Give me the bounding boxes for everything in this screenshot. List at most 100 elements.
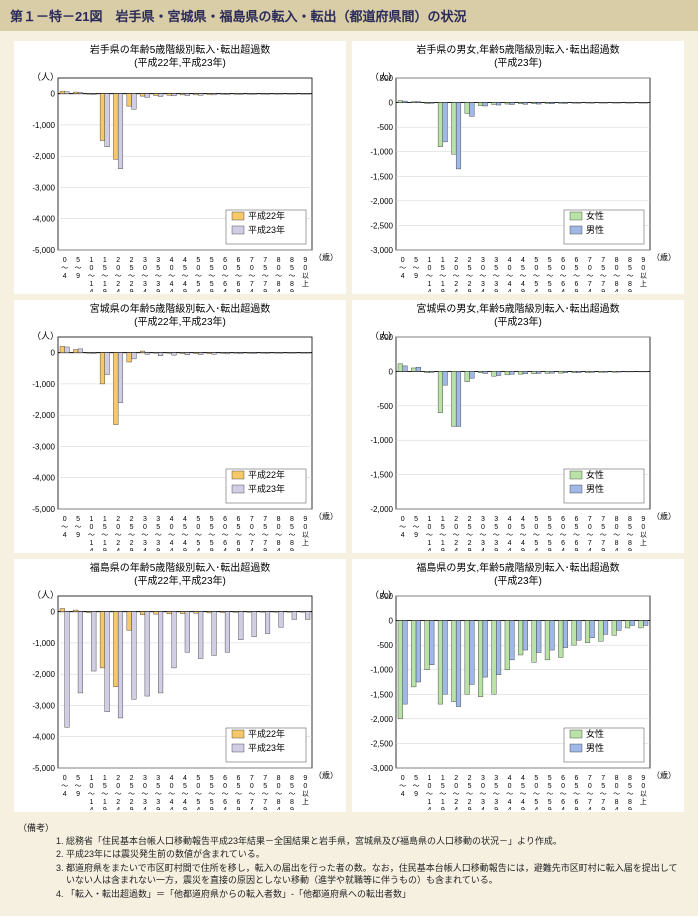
- bar: [438, 371, 443, 412]
- bar: [411, 102, 416, 103]
- bar: [145, 94, 150, 98]
- bar: [599, 103, 604, 104]
- svg-text:男性: 男性: [586, 224, 604, 235]
- svg-text:90以上: 90以上: [640, 257, 647, 288]
- svg-text:80〜84: 80〜84: [275, 775, 282, 810]
- svg-text:-5,000: -5,000: [32, 764, 55, 773]
- svg-text:-3,000: -3,000: [370, 764, 393, 773]
- svg-text:45〜49: 45〜49: [520, 516, 527, 551]
- svg-text:25〜29: 25〜29: [128, 516, 135, 551]
- bar: [496, 621, 501, 675]
- bar: [403, 366, 408, 372]
- bar: [532, 371, 537, 373]
- bar: [550, 621, 555, 650]
- svg-text:85〜89: 85〜89: [288, 516, 295, 551]
- svg-text:35〜39: 35〜39: [493, 775, 500, 810]
- bar: [451, 371, 456, 426]
- bar: [252, 94, 257, 95]
- footnote-list: 総務省「住民基本台帳人口移動報告平成23年結果－全国結果と岩手県，宮城県及び福島…: [18, 835, 680, 901]
- bar: [292, 612, 297, 620]
- svg-text:0: 0: [51, 349, 56, 358]
- svg-text:45〜49: 45〜49: [182, 516, 189, 551]
- bar: [510, 103, 515, 105]
- svg-text:女性: 女性: [586, 469, 604, 480]
- chart-iwate_sex: 岩手県の男女,年齢5歳階級別転入･転出超過数(平成23年)-3,000-2,50…: [352, 41, 684, 294]
- svg-text:25〜29: 25〜29: [466, 775, 473, 810]
- bar: [496, 103, 501, 105]
- chart-title: 岩手県の男女,年齢5歳階級別転入･転出超過数(平成23年): [354, 45, 682, 70]
- bar: [505, 371, 510, 374]
- svg-text:平成23年: 平成23年: [248, 483, 285, 494]
- bar: [158, 94, 163, 97]
- bar: [470, 621, 475, 685]
- svg-text:0: 0: [389, 617, 394, 626]
- svg-text:75〜79: 75〜79: [262, 775, 269, 810]
- bar: [167, 94, 172, 96]
- svg-text:80〜84: 80〜84: [613, 775, 620, 810]
- svg-text:70〜74: 70〜74: [586, 775, 593, 810]
- bar: [630, 103, 635, 104]
- svg-text:45〜49: 45〜49: [182, 257, 189, 292]
- svg-text:50〜54: 50〜54: [195, 257, 202, 292]
- bar: [403, 621, 408, 705]
- svg-text:40〜44: 40〜44: [168, 775, 175, 810]
- bar: [78, 349, 83, 353]
- svg-text:75〜79: 75〜79: [262, 257, 269, 292]
- svg-text:0〜4: 0〜4: [61, 516, 68, 539]
- bar: [425, 371, 430, 372]
- bar: [87, 94, 92, 95]
- bar: [558, 103, 563, 104]
- bar: [536, 371, 541, 373]
- svg-text:-1,000: -1,000: [370, 148, 393, 157]
- svg-text:45〜49: 45〜49: [520, 257, 527, 292]
- bar: [261, 94, 266, 95]
- bar: [118, 94, 123, 169]
- svg-text:男性: 男性: [586, 742, 604, 753]
- chart-iwate_year: 岩手県の年齢5歳階級別転入･転出超過数(平成22年,平成23年)-5,000-4…: [14, 41, 346, 294]
- svg-text:60〜64: 60〜64: [222, 775, 229, 810]
- figure-header: 第１－特－21図 岩手県・宮城県・福島県の転入・転出（都道府県間）の状況: [0, 0, 698, 31]
- bar: [185, 94, 190, 96]
- svg-text:70〜74: 70〜74: [586, 516, 593, 551]
- svg-text:5〜9: 5〜9: [413, 257, 420, 280]
- svg-text:平成23年: 平成23年: [248, 224, 285, 235]
- svg-text:-2,000: -2,000: [370, 715, 393, 724]
- svg-text:50〜54: 50〜54: [195, 516, 202, 551]
- svg-text:85〜89: 85〜89: [288, 775, 295, 810]
- svg-text:女性: 女性: [586, 728, 604, 739]
- svg-text:30〜34: 30〜34: [141, 516, 148, 551]
- svg-text:70〜74: 70〜74: [248, 257, 255, 292]
- bar: [158, 353, 163, 356]
- svg-text:5〜9: 5〜9: [413, 775, 420, 798]
- bar: [212, 353, 217, 355]
- svg-text:平成23年: 平成23年: [248, 742, 285, 753]
- svg-text:75〜79: 75〜79: [600, 775, 607, 810]
- bar: [470, 371, 475, 378]
- svg-text:-2,000: -2,000: [32, 670, 55, 679]
- svg-text:50〜54: 50〜54: [533, 516, 540, 551]
- bar: [60, 91, 65, 94]
- svg-text:（人）: （人）: [370, 72, 397, 82]
- bar: [496, 371, 501, 375]
- chart-svg: -3,000-2,500-2,000-1,500-1,000-5000500（人…: [354, 590, 674, 810]
- bar: [145, 612, 150, 696]
- bar: [65, 92, 70, 94]
- bar: [180, 353, 185, 354]
- bar: [301, 612, 306, 613]
- chart-title: 福島県の年齢5歳階級別転入･転出超過数(平成22年,平成23年): [16, 563, 344, 588]
- bar: [234, 94, 239, 95]
- bar: [443, 621, 448, 695]
- svg-text:60〜64: 60〜64: [222, 257, 229, 292]
- svg-text:55〜59: 55〜59: [546, 257, 553, 292]
- bar: [60, 346, 65, 352]
- bar: [505, 103, 510, 104]
- chart-title: 宮城県の男女,年齢5歳階級別転入･転出超過数(平成23年): [354, 304, 682, 329]
- bar: [73, 350, 78, 353]
- bar: [590, 103, 595, 104]
- bar: [576, 103, 581, 104]
- svg-text:25〜29: 25〜29: [466, 257, 473, 292]
- bar: [127, 353, 132, 362]
- bar: [625, 371, 630, 372]
- svg-text:60〜64: 60〜64: [560, 516, 567, 551]
- bar: [194, 612, 199, 614]
